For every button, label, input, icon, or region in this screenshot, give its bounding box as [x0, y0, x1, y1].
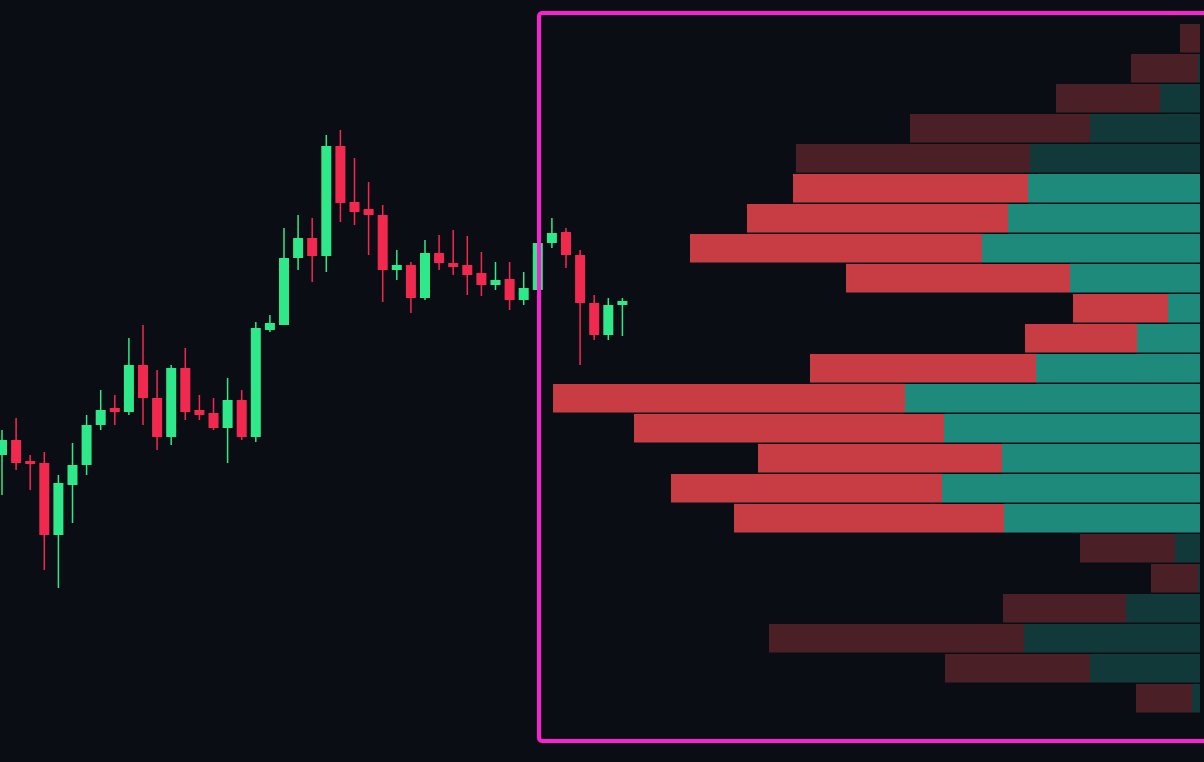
- profile-bar: [690, 234, 982, 263]
- profile-bar: [1198, 54, 1200, 83]
- profile-bar: [1198, 564, 1200, 593]
- profile-bar: [1028, 174, 1200, 203]
- profile-bar: [758, 444, 1002, 473]
- profile-bar: [1160, 84, 1200, 113]
- profile-bar: [1024, 624, 1200, 653]
- candle-body: [589, 303, 600, 335]
- profile-bar: [942, 474, 1200, 503]
- highlight-box: [537, 11, 1204, 743]
- profile-bar: [1131, 54, 1198, 83]
- candle-body: [264, 323, 275, 330]
- candle-body: [53, 483, 64, 535]
- candle-body: [518, 288, 529, 300]
- profile-bar: [793, 174, 1028, 203]
- candle-body: [321, 146, 332, 256]
- candle-body: [166, 368, 177, 437]
- candle-body: [81, 425, 92, 465]
- profile-bar: [846, 264, 1070, 293]
- profile-bar: [982, 234, 1200, 263]
- candle-body: [434, 253, 445, 263]
- profile-bar: [810, 354, 1036, 383]
- candle-body: [462, 265, 473, 275]
- candle-body: [123, 365, 134, 412]
- candle-body: [561, 232, 571, 255]
- candle-body: [293, 238, 304, 258]
- profile-bar: [671, 474, 942, 503]
- candle-body: [307, 238, 318, 256]
- profile-bar: [1136, 684, 1192, 713]
- profile-bar: [1070, 264, 1200, 293]
- candle-body: [250, 328, 261, 437]
- candle-body: [194, 410, 205, 415]
- candle-body: [109, 408, 120, 412]
- profile-bar: [1004, 504, 1200, 533]
- profile-bar: [1073, 294, 1168, 323]
- candle-body: [25, 461, 36, 464]
- candle-body: [617, 301, 628, 305]
- profile-bar: [553, 384, 905, 413]
- profile-bar: [769, 624, 1024, 653]
- profile-bar: [1192, 684, 1200, 713]
- profile-bar: [1126, 594, 1200, 623]
- candle-body: [39, 463, 50, 535]
- candle-body: [0, 440, 7, 455]
- candle-body: [180, 368, 191, 412]
- candle-body: [152, 398, 163, 437]
- candle-body: [208, 413, 219, 428]
- profile-bar: [796, 144, 1030, 173]
- candle-body: [67, 465, 78, 485]
- profile-bar: [747, 204, 1008, 233]
- candle-body: [448, 263, 459, 267]
- profile-bar: [1168, 294, 1200, 323]
- profile-bar: [905, 384, 1200, 413]
- profile-bar: [1002, 444, 1200, 473]
- candles: [0, 130, 628, 588]
- profile-bar: [1008, 204, 1200, 233]
- candle-body: [349, 202, 360, 212]
- candle-body: [279, 258, 289, 325]
- profile-bar: [1003, 594, 1126, 623]
- volume-profile: [553, 24, 1200, 713]
- profile-bar: [734, 504, 1004, 533]
- candle-body: [546, 233, 557, 243]
- candle-body: [377, 215, 388, 270]
- candle-body: [476, 273, 487, 285]
- candle-body: [504, 279, 515, 300]
- candle-body: [236, 400, 247, 437]
- candle-body: [138, 365, 148, 398]
- candle-body: [391, 265, 402, 270]
- candle-body: [603, 305, 614, 335]
- profile-bar: [1090, 654, 1200, 683]
- profile-bar: [910, 114, 1090, 143]
- candle-body: [363, 209, 374, 215]
- candle-body: [420, 253, 430, 298]
- profile-bar: [1036, 354, 1200, 383]
- candle-body: [575, 255, 586, 303]
- profile-bar: [945, 654, 1090, 683]
- profile-bar: [1137, 324, 1200, 353]
- profile-bar: [1090, 114, 1200, 143]
- profile-bar: [634, 414, 944, 443]
- candle-body: [335, 146, 346, 203]
- candle-body: [222, 400, 233, 428]
- candle-body: [11, 440, 22, 463]
- profile-bar: [1151, 564, 1198, 593]
- profile-bar: [1030, 144, 1200, 173]
- profile-bar: [944, 414, 1200, 443]
- profile-bar: [1180, 24, 1200, 53]
- profile-bar: [1056, 84, 1160, 113]
- candle-body: [405, 265, 416, 298]
- profile-bar: [1080, 534, 1175, 563]
- candle-body: [95, 410, 106, 425]
- profile-bar: [1025, 324, 1137, 353]
- candle-body: [490, 280, 501, 285]
- profile-bar: [1175, 534, 1200, 563]
